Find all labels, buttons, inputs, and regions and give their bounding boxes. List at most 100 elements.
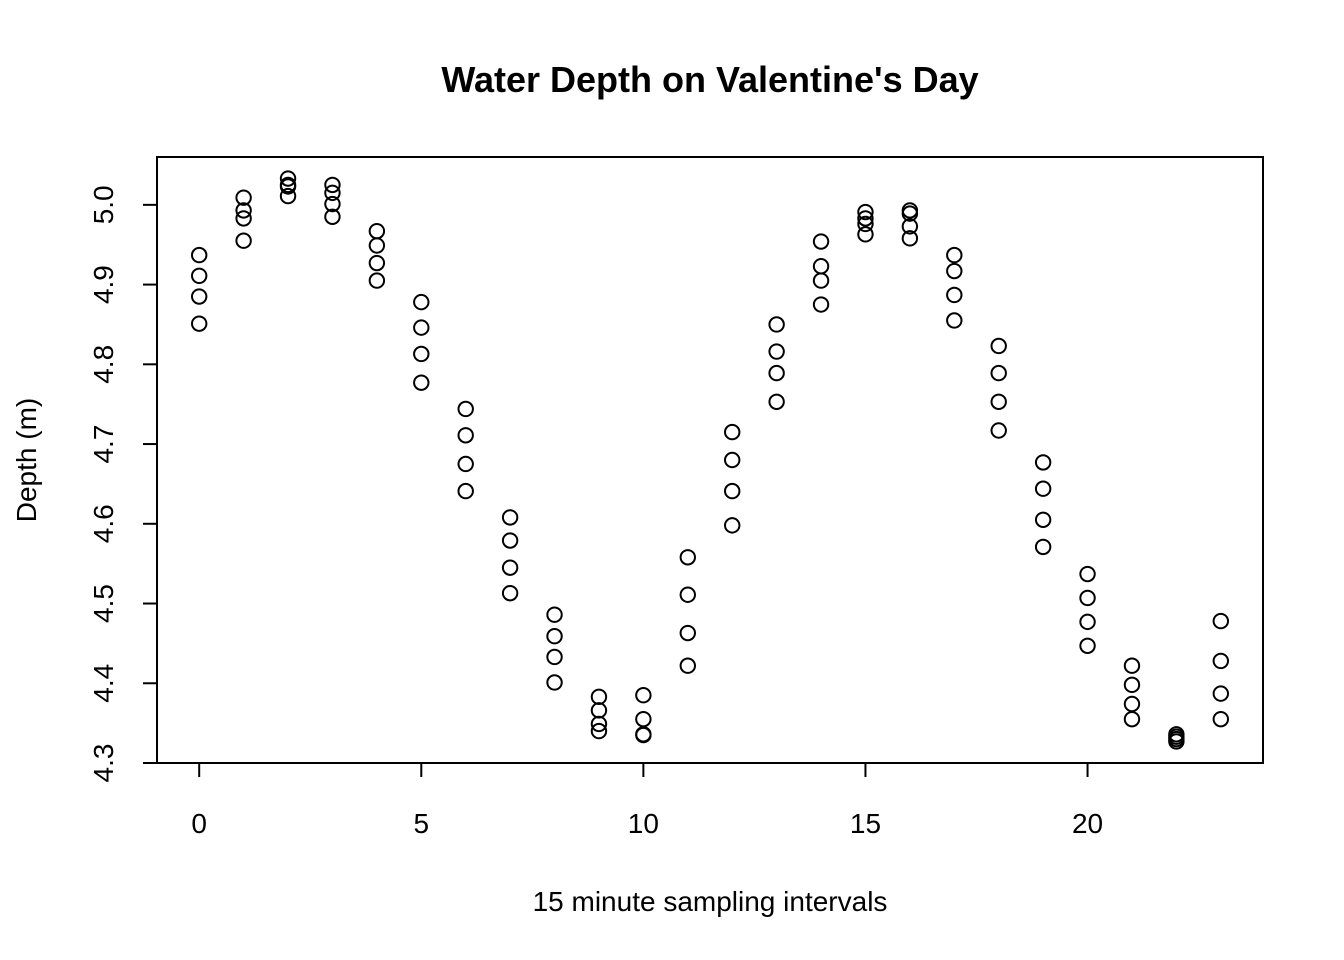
data-point <box>768 343 785 360</box>
data-point <box>235 232 252 249</box>
data-point <box>413 345 430 363</box>
data-point <box>546 606 563 623</box>
data-point <box>546 628 563 645</box>
data-point <box>546 674 563 691</box>
data-point <box>812 233 830 250</box>
data-point <box>1123 676 1141 694</box>
data-point <box>724 482 741 500</box>
data-point <box>857 210 874 227</box>
data-point <box>679 549 696 566</box>
x-tick-label: 15 <box>850 808 881 839</box>
y-tick-label: 4.6 <box>88 504 119 543</box>
data-point <box>946 286 963 304</box>
data-point <box>724 517 741 534</box>
data-point <box>857 203 874 221</box>
data-point <box>1212 612 1230 630</box>
chart-title: Water Depth on Valentine's Day <box>441 59 978 100</box>
data-point <box>990 364 1007 382</box>
data-point <box>768 316 785 333</box>
y-axis-label: Depth (m) <box>11 398 42 522</box>
data-point <box>457 482 474 500</box>
data-point <box>812 272 830 289</box>
x-tick-label: 5 <box>413 808 429 839</box>
data-point <box>812 296 830 313</box>
data-point <box>413 374 430 391</box>
data-point <box>724 423 741 441</box>
data-point <box>1034 511 1052 529</box>
data-point <box>590 702 608 719</box>
data-point <box>235 189 252 206</box>
data-point <box>812 258 830 275</box>
data-point <box>1079 589 1096 607</box>
data-point <box>1034 454 1052 471</box>
data-point <box>990 337 1007 355</box>
data-point <box>768 364 785 382</box>
y-tick-label: 4.7 <box>88 425 119 464</box>
data-point <box>857 215 874 233</box>
data-point <box>368 222 386 240</box>
data-point <box>590 715 608 733</box>
data-point <box>1079 613 1096 631</box>
x-axis: 0 5 10 15 20 <box>191 762 1103 839</box>
data-point <box>457 455 474 473</box>
data-point <box>279 178 297 195</box>
data-point <box>724 451 741 469</box>
data-point <box>190 315 208 332</box>
data-points <box>190 170 1230 750</box>
data-point <box>368 237 386 254</box>
data-point <box>635 710 652 728</box>
y-tick-label: 4.9 <box>88 265 119 304</box>
data-point <box>901 202 919 219</box>
data-point <box>901 230 919 247</box>
data-point <box>590 722 608 740</box>
data-point <box>190 246 208 264</box>
y-tick-label: 4.4 <box>88 664 119 703</box>
data-point <box>324 184 341 202</box>
data-point <box>279 187 297 205</box>
data-point <box>1123 657 1141 674</box>
y-tick-label: 4.3 <box>88 744 119 783</box>
plot-frame <box>156 156 1264 764</box>
data-point <box>324 208 341 226</box>
data-point <box>679 657 696 674</box>
data-point <box>679 586 696 603</box>
data-point <box>1123 695 1141 713</box>
data-point <box>1079 637 1096 654</box>
y-tick-label: 4.8 <box>88 345 119 384</box>
data-point <box>857 226 874 243</box>
data-point <box>235 210 252 227</box>
data-point <box>679 624 696 642</box>
data-point <box>324 176 341 194</box>
data-point <box>457 427 474 444</box>
data-point <box>368 272 386 289</box>
data-point <box>635 687 652 704</box>
data-point <box>768 393 785 410</box>
data-point <box>990 422 1007 439</box>
y-tick-label: 5.0 <box>88 185 119 224</box>
data-point <box>501 584 519 602</box>
data-point <box>501 509 519 526</box>
data-point <box>190 267 208 285</box>
data-point <box>1123 710 1141 728</box>
x-tick-label: 10 <box>628 808 659 839</box>
data-point <box>946 312 963 329</box>
y-axis: 4.3 4.4 4.5 4.6 4.7 4.8 4.9 5.0 <box>88 185 158 783</box>
data-point <box>1034 538 1052 556</box>
data-point <box>190 288 208 305</box>
data-point <box>501 559 519 576</box>
data-point <box>946 262 963 280</box>
data-point <box>1212 652 1230 670</box>
data-point <box>1212 710 1230 728</box>
data-point <box>1079 565 1096 583</box>
data-point <box>501 532 519 549</box>
data-point <box>635 726 652 744</box>
data-point <box>368 254 386 272</box>
x-tick-label: 0 <box>191 808 207 839</box>
data-point <box>413 319 430 336</box>
data-point <box>546 648 563 666</box>
data-point <box>901 218 919 235</box>
data-point <box>279 170 297 187</box>
data-point <box>324 195 341 213</box>
data-point <box>590 688 608 706</box>
